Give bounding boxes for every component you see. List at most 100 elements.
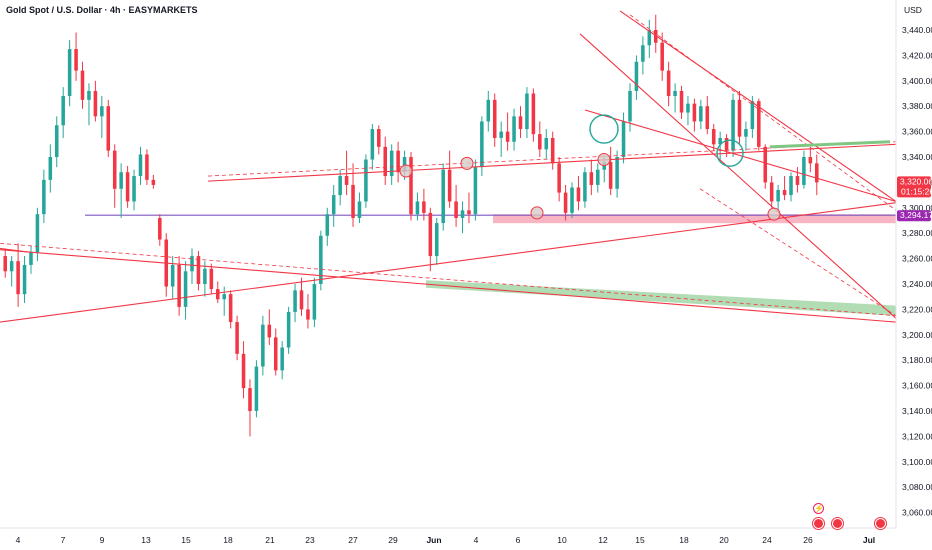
time-tick-label: 23 [305,535,315,545]
candle-body [782,190,787,196]
time-tick-label: 4 [16,535,21,545]
candle-body [576,187,581,202]
descending-long-support [0,249,897,323]
candle-body [3,256,7,272]
candle-body [731,99,735,151]
candle-body [589,172,594,185]
candle-body [815,163,819,183]
price-tick-label: 3,180.00 [902,355,932,365]
price-tick-label: 3,300.00 [902,203,932,213]
candle-body [518,116,523,130]
time-tick-label: 15 [181,535,191,545]
candle-body [563,192,568,213]
candle-body [480,121,484,168]
time-tick-label: 26 [803,535,813,545]
candle-body [570,187,574,213]
chart-title: Gold Spot / U.S. Dollar · 4h · EASYMARKE… [6,5,198,15]
time-tick-label: 29 [388,535,398,545]
candle-body [216,289,220,300]
time-tick-label: 7 [61,535,66,545]
time-tick-label: 18 [679,535,689,545]
candle-body [628,90,632,122]
candle-body [228,294,233,323]
price-tick-label: 3,200.00 [902,330,932,340]
touch-marker [530,206,544,220]
descending-channel-upper-dashed [629,14,897,211]
candle-body [248,388,252,411]
candle-body [74,49,78,71]
candle-body [87,90,91,100]
candle-body [325,214,330,236]
time-tick-label: 21 [265,535,275,545]
candle-body [261,324,265,367]
candle-body [203,268,207,284]
breakout-circle [589,114,619,144]
candle-body [183,271,188,307]
price-tick-label: 3,280.00 [902,228,932,238]
price-tick-label: 3,260.00 [902,254,932,264]
rising-mid-line [207,143,897,182]
descending-long-support-dashed [0,242,897,317]
price-tick-label: 3,360.00 [902,127,932,137]
candle-body [106,106,111,151]
candle-body [22,264,27,295]
price-axis[interactable]: USD 3,440.00 3,420.00 3,400.00 3,380.00 3,36… [895,0,932,528]
time-tick-label: 24 [762,535,772,545]
candle-body [757,101,761,147]
price-tick-label: 3,140.00 [902,406,932,416]
flag-icon[interactable] [832,518,843,529]
candle-body [808,157,813,164]
green-resistance-segment [769,140,891,149]
candle-body [389,150,394,177]
descending-channel-lower-dashed [699,188,897,317]
lightning-icon[interactable]: ⚡ [813,503,824,514]
time-tick-label: 20 [719,535,729,545]
flag-icon[interactable] [875,518,886,529]
candle-body [132,176,136,202]
candle-body [795,176,800,185]
candle-body [293,290,297,312]
candle-body [299,290,304,310]
candle-body [505,131,510,142]
price-tick-label: 3,120.00 [902,431,932,441]
candle-body [222,294,226,300]
candle-body [29,252,33,265]
candle-body [750,101,755,130]
current-price-badge: 3,320.06 01:15:26 [897,176,932,198]
zones [85,214,896,316]
candle-body [666,70,671,97]
candle-body [454,201,458,218]
candle-body [467,210,471,215]
candle-body [351,184,355,218]
candle-body [357,201,362,218]
flag-icon[interactable] [813,518,824,529]
candle-body [544,137,549,150]
candle-body [267,324,272,338]
candle-body [557,163,561,193]
candle-body [776,190,780,202]
touch-marker [399,164,413,178]
candle-body [125,172,130,202]
short-rising-line [0,247,31,253]
candle-countdown: 01:15:26 [901,186,932,196]
candle-body [550,137,555,164]
candle-body [338,176,342,196]
candle-body [705,106,710,130]
candle-body [486,99,491,122]
candle-body [377,129,381,147]
time-axis[interactable]: 4 7 9 13 15 18 21 23 27 29 Jun 4 6 10 12 15 18 20 24 26 Jul [0,527,896,545]
candle-body [737,99,742,137]
touch-marker [460,156,474,170]
candle-body [93,90,98,117]
price-axis-unit: USD [904,5,922,15]
support-zone [493,214,896,224]
candle-body [319,235,323,284]
candle-body [396,150,400,173]
time-tick-label: 18 [223,535,233,545]
candle-body [273,337,278,371]
price-tick-label: 3,100.00 [902,457,932,467]
inner-descending-line [584,109,897,202]
candle-body [170,264,175,287]
candle-body [35,214,40,253]
